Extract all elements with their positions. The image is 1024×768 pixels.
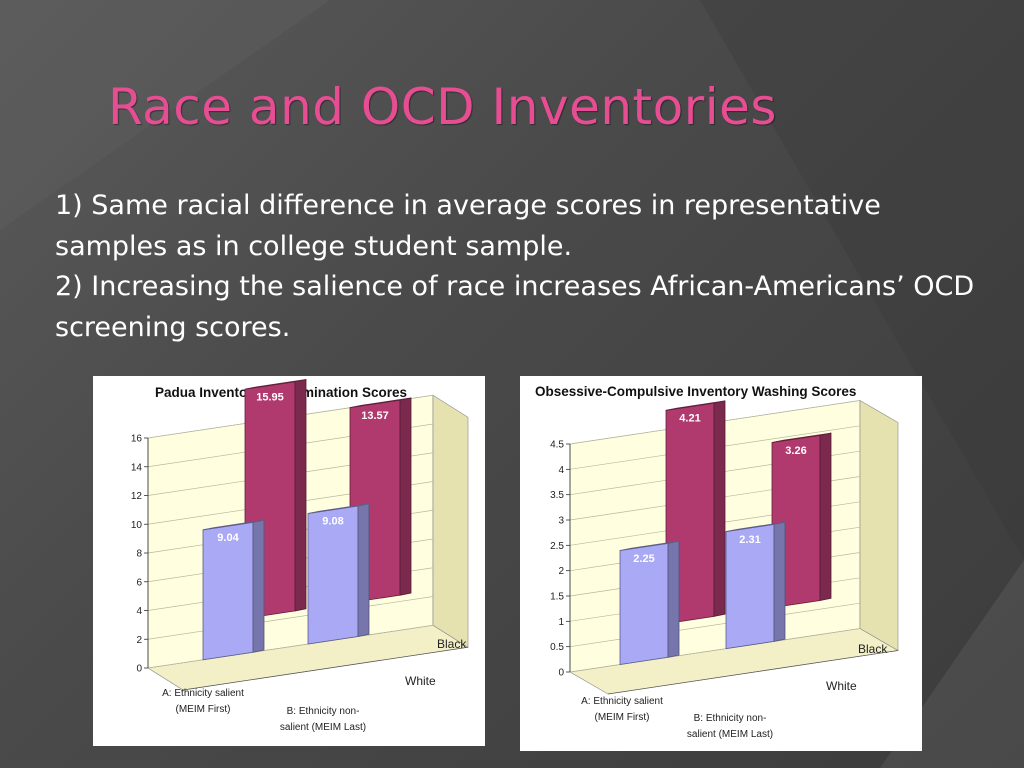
series-label-black: Black (858, 642, 888, 656)
series-label-black: Black (437, 637, 467, 651)
bar-white-2 (725, 521, 786, 650)
data-label: 15.95 (256, 391, 284, 403)
chart-padua: Padua Inventory Contamination Scores 0 2 4 6… (93, 376, 485, 746)
x-axis (607, 650, 899, 695)
y-tick-label: 4 (136, 606, 142, 617)
bullet-2: 2) Increasing the salience of race incre… (55, 271, 975, 343)
category-label: A: Ethnicity salient (MEIM First) (162, 688, 244, 715)
category-label-line: B: Ethnicity non- (694, 713, 767, 724)
series-label-white: White (826, 679, 857, 693)
category-label: B: Ethnicity non-salient (MEIM Last) (280, 706, 366, 733)
y-tick-label: 0.5 (550, 642, 564, 653)
category-label-line: B: Ethnicity non- (287, 706, 360, 717)
data-label: 3.26 (785, 445, 806, 457)
slide-title: Race and OCD Inventories (108, 78, 777, 136)
y-tick-label: 1 (558, 617, 564, 628)
y-tick-label: 2.5 (550, 541, 564, 552)
bar-white-1 (202, 519, 265, 661)
oci-chart-svg: Obsessive-Compulsive Inventory Washing S… (535, 384, 899, 740)
bar-top-face (202, 519, 265, 531)
gridline (569, 628, 861, 673)
data-label: 2.25 (633, 553, 654, 565)
bullet-list: 1) Same racial difference in average sco… (55, 186, 995, 348)
bar-side-face (713, 400, 726, 617)
y-tick-label: 2 (558, 566, 564, 577)
bar-top-face (307, 503, 370, 514)
category-label-line: (MEIM First) (595, 712, 650, 723)
bullet-1: 1) Same racial difference in average sco… (55, 190, 881, 262)
gridline (147, 596, 434, 640)
y-tick-label: 4 (558, 465, 564, 476)
bar-side-face (294, 378, 307, 612)
bar-side-face (357, 503, 370, 637)
y-tick-label: 0 (136, 664, 142, 675)
y-tick-label: 3.5 (550, 490, 564, 501)
bar-side-face (399, 397, 412, 596)
gridline (147, 624, 434, 669)
y-tick-label: 8 (136, 549, 142, 560)
bar-top-face (725, 521, 786, 532)
bar-top-face (349, 397, 412, 409)
bar-top-face (244, 379, 307, 390)
category-label-line: A: Ethnicity salient (581, 696, 663, 707)
bar-side-face (773, 521, 786, 642)
data-label: 2.31 (739, 534, 760, 546)
y-tick-label: 0 (558, 668, 564, 679)
bar-side-face (667, 540, 680, 658)
y-tick-label: 6 (136, 577, 142, 588)
x-axis (182, 646, 469, 691)
y-tick-label: 4.5 (550, 440, 564, 451)
series-label-white: White (405, 674, 436, 688)
category-label-line: salient (MEIM Last) (280, 722, 366, 733)
y-tick-label: 3 (558, 516, 564, 527)
chart-side-wall (859, 399, 899, 652)
bar-side-face (252, 519, 265, 653)
chart-side-wall (432, 394, 469, 648)
y-tick-label: 16 (131, 434, 143, 445)
bar-top-face (665, 400, 726, 411)
bar-white-2 (307, 503, 370, 645)
gridline (569, 602, 861, 648)
data-label: 9.04 (217, 532, 239, 544)
bar-top-face (771, 432, 832, 443)
category-label-line: salient (MEIM Last) (687, 729, 773, 740)
category-label-line: (MEIM First) (176, 704, 231, 715)
y-tick-label: 2 (136, 635, 142, 646)
bar-top-face (619, 540, 680, 551)
y-tick-label: 1.5 (550, 592, 564, 603)
bar-white-1 (619, 540, 680, 665)
padua-chart-svg: Padua Inventory Contamination Scores0246… (131, 378, 469, 733)
chart-title: Obsessive-Compulsive Inventory Washing S… (535, 384, 856, 399)
data-label: 9.08 (322, 516, 343, 528)
chart-oci: Obsessive-Compulsive Inventory Washing S… (520, 376, 922, 751)
data-label: 13.57 (361, 410, 389, 422)
category-label: B: Ethnicity non-salient (MEIM Last) (687, 713, 773, 740)
category-label: A: Ethnicity salient (MEIM First) (581, 696, 663, 723)
data-label: 4.21 (679, 413, 700, 425)
y-tick-label: 12 (131, 491, 143, 502)
bar-side-face (819, 432, 832, 601)
y-tick-label: 10 (131, 520, 143, 531)
category-label-line: A: Ethnicity salient (162, 688, 244, 699)
y-tick-label: 14 (131, 462, 143, 473)
